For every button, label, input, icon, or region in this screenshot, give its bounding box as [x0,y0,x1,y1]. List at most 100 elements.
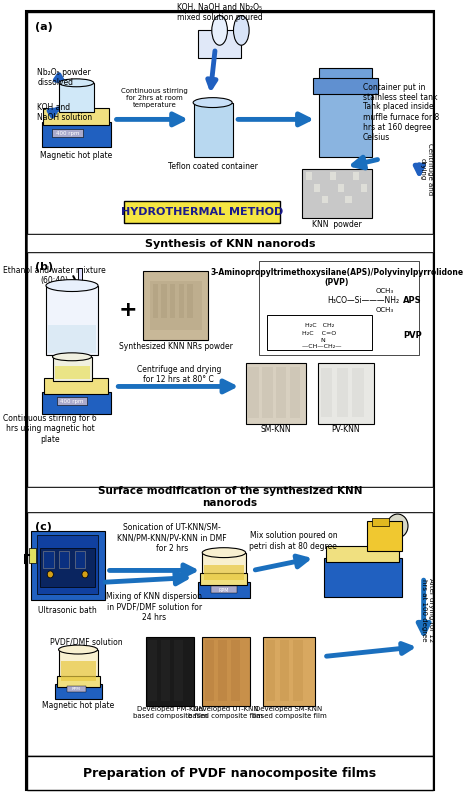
Bar [170,284,175,318]
Text: 3-Aminopropyltrimethoxysilane(APS)/Polyvinylpyrrolidone
(PVP): 3-Aminopropyltrimethoxysilane(APS)/Polyv… [210,268,464,287]
Text: APS: APS [403,296,422,305]
Bar [27,487,433,512]
Circle shape [390,566,397,574]
Bar [57,398,87,406]
Bar [179,284,184,318]
Bar [276,367,286,418]
Text: HYDROTHERMAL METHOD: HYDROTHERMAL METHOD [121,208,283,217]
Bar [318,363,374,424]
Circle shape [202,588,208,596]
Text: Ethanol and water mixture
(60:40): Ethanol and water mixture (60:40) [3,266,106,285]
Text: Synthesized KNN NRs powder: Synthesized KNN NRs powder [119,342,233,352]
Bar [293,640,303,701]
Text: KOH, NaOH and Nb₂O₅
mixed solution poured: KOH, NaOH and Nb₂O₅ mixed solution poure… [177,3,263,22]
Bar [52,129,83,137]
Bar [205,640,213,701]
Text: Teflon coated container: Teflon coated container [168,162,257,171]
Text: Continuous stirring
for 2hrs at room
temperature: Continuous stirring for 2hrs at room tem… [121,88,188,108]
Text: (c): (c) [35,522,52,532]
Bar [59,83,94,112]
Bar [337,367,348,417]
Bar [246,363,306,424]
Text: Mix solution poured on
petri dish at 80 degree: Mix solution poured on petri dish at 80 … [249,531,337,550]
Text: OCH₃: OCH₃ [375,287,393,294]
Bar [44,378,109,394]
Circle shape [60,688,65,694]
Bar [202,637,250,706]
Bar [193,103,233,157]
Text: After drying for 12
hrs at 100 degree: After drying for 12 hrs at 100 degree [421,578,435,642]
Text: Synthesis of KNN nanorods: Synthesis of KNN nanorods [145,239,315,249]
Bar [124,201,281,223]
Bar [353,367,364,417]
Text: Continuous stirring for 6
hrs using magnetic hot
plate: Continuous stirring for 6 hrs using magn… [3,414,97,444]
Bar [37,535,98,594]
Bar [262,367,273,418]
Bar [27,12,433,234]
Bar [319,88,372,157]
Bar [280,640,289,701]
Bar [367,521,402,550]
Circle shape [47,571,54,578]
Bar [314,184,320,192]
Bar [259,261,419,355]
Ellipse shape [212,16,228,45]
Bar [202,553,246,582]
Ellipse shape [53,352,91,360]
Bar [74,550,85,569]
Bar [59,649,98,684]
Text: KOH and
NaOH solution: KOH and NaOH solution [37,103,92,122]
Text: 400 rpm: 400 rpm [56,131,80,135]
Text: Sonication of UT-KNN/SM-
KNN/PM-KNN/PV-KNN in DMF
for 2 hrs: Sonication of UT-KNN/SM- KNN/PM-KNN/PV-K… [117,523,227,553]
Ellipse shape [193,97,232,108]
Bar [28,548,36,562]
Text: Developed SM-KNN
based composite film: Developed SM-KNN based composite film [252,706,327,719]
Text: (a): (a) [35,22,53,32]
Bar [372,518,389,526]
Bar [61,661,96,681]
Text: H₂C    C=O: H₂C C=O [302,330,337,336]
Text: Developed PM-KNN
based composite film: Developed PM-KNN based composite film [133,706,208,719]
Bar [263,637,315,706]
Bar [324,558,402,597]
Bar [198,582,250,598]
Circle shape [48,400,55,408]
Text: Centrifuge and drying
for 12 hrs at 80° C: Centrifuge and drying for 12 hrs at 80° … [137,365,221,384]
Bar [218,640,227,701]
Bar [327,546,399,562]
Bar [162,640,170,701]
Text: Nb₂O₅ powder
dissolved: Nb₂O₅ powder dissolved [37,68,91,87]
Bar [353,172,359,180]
Text: OCH₃: OCH₃ [375,307,393,314]
Circle shape [93,688,98,694]
Bar [40,548,95,587]
Text: H₃CO—Si———NH₂: H₃CO—Si———NH₂ [327,296,399,305]
Text: Mixing of KNN dispersion
in PVDF/DMF solution for
24 hrs: Mixing of KNN dispersion in PVDF/DMF sol… [107,592,202,622]
Bar [201,573,247,585]
Text: 400 rpm: 400 rpm [60,399,84,404]
Text: RPM: RPM [219,588,229,592]
Circle shape [99,132,106,140]
Bar [198,30,241,58]
Bar [43,550,54,569]
Ellipse shape [59,645,98,654]
Text: PVP: PVP [403,330,422,340]
Bar [42,392,111,414]
Circle shape [332,566,338,574]
Bar [143,271,208,340]
Text: H₂C   CH₂: H₂C CH₂ [305,322,334,328]
Bar [346,196,352,204]
Text: Tank placed inside
muffle furnace for 8
hrs at 160 degree
Celsius: Tank placed inside muffle furnace for 8 … [363,102,439,143]
Bar [67,686,86,692]
Text: PV-KNN: PV-KNN [331,425,360,435]
Bar [150,280,202,330]
Bar [162,284,167,318]
Ellipse shape [59,79,94,87]
Bar [78,268,82,284]
Ellipse shape [46,280,98,291]
Text: Surface modification of the synthesized KNN
nanorods: Surface modification of the synthesized … [98,486,362,508]
Text: RPM: RPM [72,687,81,691]
Text: Centrifuge and
drying: Centrifuge and drying [420,143,433,195]
Bar [27,252,433,487]
Bar [57,676,100,687]
